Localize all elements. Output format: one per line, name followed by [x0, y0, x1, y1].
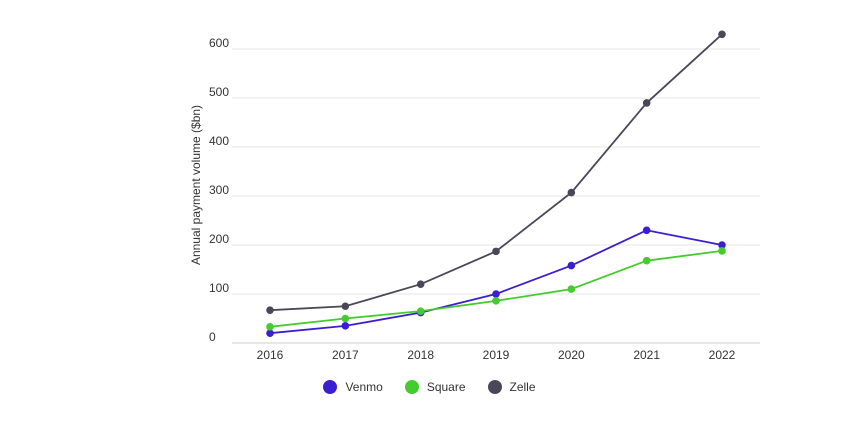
- y-tick-label: 600: [209, 36, 229, 50]
- data-point[interactable]: [567, 188, 576, 197]
- legend-label: Zelle: [509, 380, 536, 394]
- data-point[interactable]: [416, 280, 425, 289]
- x-tick-label: 2020: [558, 348, 585, 362]
- legend-label: Square: [426, 380, 466, 394]
- data-point[interactable]: [718, 241, 726, 249]
- data-point[interactable]: [492, 290, 500, 298]
- grid-lines: [232, 48, 760, 344]
- data-point[interactable]: [567, 285, 576, 293]
- legend-swatch: [404, 380, 419, 394]
- data-point[interactable]: [642, 256, 651, 265]
- series-line: [269, 229, 723, 335]
- series-lines: [266, 30, 726, 338]
- legend: Venmo Square Zelle: [0, 380, 859, 394]
- x-tick-label: 2017: [332, 348, 359, 362]
- series-line: [269, 249, 723, 328]
- x-tick-label: 2019: [483, 348, 510, 362]
- data-point[interactable]: [492, 297, 500, 305]
- y-tick-label: 400: [209, 134, 229, 148]
- data-point[interactable]: [416, 307, 425, 315]
- data-point[interactable]: [341, 322, 350, 330]
- data-point[interactable]: [718, 247, 726, 255]
- source-note-clipped: [600, 405, 740, 409]
- x-tick-label: 2018: [407, 348, 434, 362]
- series-zelle: [266, 30, 726, 314]
- y-axis-label: Annual payment volume ($bn): [189, 105, 203, 265]
- legend-item-square[interactable]: Square: [404, 380, 466, 394]
- y-tick-label: 200: [209, 232, 229, 246]
- legend-item-zelle[interactable]: Zelle: [487, 380, 536, 394]
- y-tick-label: 100: [209, 281, 229, 295]
- series-line: [269, 33, 723, 312]
- data-point[interactable]: [718, 30, 726, 39]
- y-tick-label: 500: [209, 85, 229, 99]
- data-point[interactable]: [266, 329, 274, 338]
- data-point[interactable]: [341, 302, 350, 311]
- x-tick-label: 2021: [633, 348, 660, 362]
- data-point[interactable]: [567, 261, 576, 270]
- legend-swatch: [487, 380, 502, 394]
- data-point[interactable]: [642, 99, 651, 107]
- y-tick-label: 300: [209, 183, 229, 197]
- series-square: [266, 247, 726, 331]
- x-axis-ticks: 2016 2017 2018 2019 2020 2021 2022: [257, 348, 736, 362]
- x-tick-label: 2022: [709, 348, 736, 362]
- series-venmo: [266, 226, 726, 338]
- legend-item-venmo[interactable]: Venmo: [323, 380, 383, 394]
- legend-swatch: [323, 380, 338, 394]
- data-point[interactable]: [492, 247, 500, 256]
- y-tick-label: 0: [209, 330, 216, 344]
- y-axis-ticks: 0 100 200 300 400 500 600: [209, 36, 229, 344]
- data-point[interactable]: [341, 314, 350, 323]
- x-tick-label: 2016: [257, 348, 284, 362]
- data-point[interactable]: [642, 226, 651, 235]
- data-point[interactable]: [266, 323, 274, 331]
- legend-label: Venmo: [345, 380, 383, 394]
- data-point[interactable]: [266, 306, 274, 314]
